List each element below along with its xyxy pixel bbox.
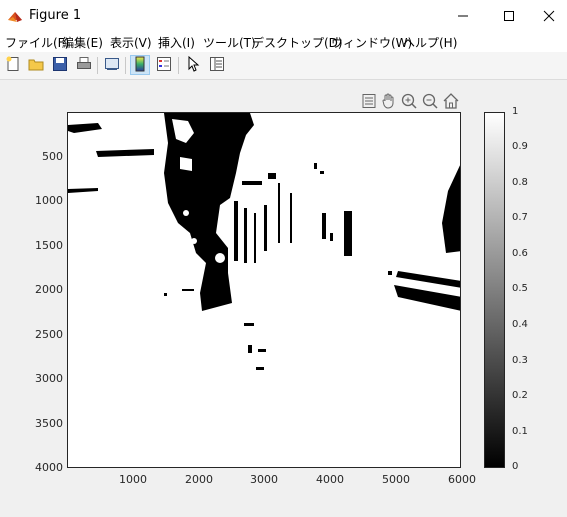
menu-tools[interactable]: ツール(T): [203, 36, 256, 50]
link-plot-icon: [104, 56, 120, 75]
image-axes[interactable]: [67, 112, 461, 468]
window-title: Figure 1: [29, 8, 82, 23]
y-tick-label: 500: [42, 150, 63, 163]
title-bar: Figure 1: [0, 0, 567, 31]
colorbar-tick-label: 0.2: [512, 390, 528, 401]
select-arrow-icon: [185, 55, 201, 75]
save-icon: [52, 56, 68, 75]
colorbar-tick-label: 0.1: [512, 426, 528, 437]
menu-edit[interactable]: 編集(E): [62, 36, 103, 50]
toolbar-separator: [97, 57, 98, 74]
print-icon: [76, 56, 92, 75]
home-icon: [442, 93, 460, 113]
insert-legend-icon: [156, 56, 172, 75]
toolbar-separator: [125, 57, 126, 74]
edit-plot-button[interactable]: [183, 55, 203, 75]
colorbar-tick-label: 0.4: [512, 319, 528, 330]
property-inspector-icon: [209, 56, 225, 75]
colorbar-tick-label: 0: [512, 461, 519, 472]
y-tick-label: 1000: [35, 194, 63, 207]
x-tick-label: 2000: [185, 473, 213, 486]
binary-image: [68, 113, 460, 467]
x-tick-label: 1000: [119, 473, 147, 486]
toolbar-separator: [178, 57, 179, 74]
matlab-figure-icon: [7, 8, 23, 24]
menu-file[interactable]: ファイル(F): [5, 36, 70, 50]
zoom-out-button[interactable]: [421, 92, 439, 110]
zoom-in-button[interactable]: [400, 92, 418, 110]
zoom-in-icon: [400, 93, 418, 113]
x-tick-label: 4000: [316, 473, 344, 486]
menu-desktop[interactable]: デスクトップ(D): [252, 36, 343, 50]
x-tick-label: 6000: [448, 473, 476, 486]
insert-colorbar-icon: [133, 56, 147, 75]
menu-insert[interactable]: 挿入(I): [158, 36, 195, 50]
y-tick-label: 2500: [35, 328, 63, 341]
save-button[interactable]: [50, 55, 70, 75]
figure-toolbar: [0, 52, 567, 80]
minimize-button[interactable]: [440, 0, 486, 31]
y-tick-label: 3000: [35, 372, 63, 385]
y-tick-label: 4000: [35, 461, 63, 474]
restore-view-button[interactable]: [442, 92, 460, 110]
colorbar-tick-label: 0.5: [512, 283, 528, 294]
colorbar-tick-label: 0.8: [512, 177, 528, 188]
y-tick-label: 1500: [35, 239, 63, 252]
colorbar-tick-label: 0.3: [512, 355, 528, 366]
menu-view[interactable]: 表示(V): [110, 36, 152, 50]
property-inspector-button[interactable]: [207, 55, 227, 75]
maximize-button[interactable]: [486, 0, 532, 31]
export-button[interactable]: [360, 92, 378, 110]
insert-colorbar-button[interactable]: [130, 55, 150, 75]
x-tick-label: 3000: [250, 473, 278, 486]
print-button[interactable]: [74, 55, 94, 75]
y-tick-label: 2000: [35, 283, 63, 296]
open-file-icon: [28, 56, 44, 75]
close-button[interactable]: [531, 0, 567, 31]
pan-hand-icon: [380, 93, 398, 113]
open-file-button[interactable]: [26, 55, 46, 75]
x-tick-label: 5000: [382, 473, 410, 486]
save-export-icon: [360, 94, 378, 113]
y-tick-label: 3500: [35, 417, 63, 430]
menu-bar: ファイル(F) 編集(E) 表示(V) 挿入(I) ツール(T) デスクトップ(…: [0, 31, 567, 53]
insert-legend-button[interactable]: [154, 55, 174, 75]
colorbar-tick-label: 0.9: [512, 141, 528, 152]
new-figure-button[interactable]: [3, 55, 23, 75]
new-figure-icon: [5, 56, 21, 75]
pan-button[interactable]: [380, 92, 398, 110]
menu-help[interactable]: ヘルプ(H): [403, 36, 458, 50]
colorbar-tick-label: 0.6: [512, 248, 528, 259]
link-plot-button[interactable]: [102, 55, 122, 75]
menu-window[interactable]: ウィンドウ(W): [331, 36, 413, 50]
colorbar[interactable]: [484, 112, 505, 468]
colorbar-tick-label: 0.7: [512, 212, 528, 223]
zoom-out-icon: [421, 93, 439, 113]
colorbar-tick-label: 1: [512, 106, 519, 117]
